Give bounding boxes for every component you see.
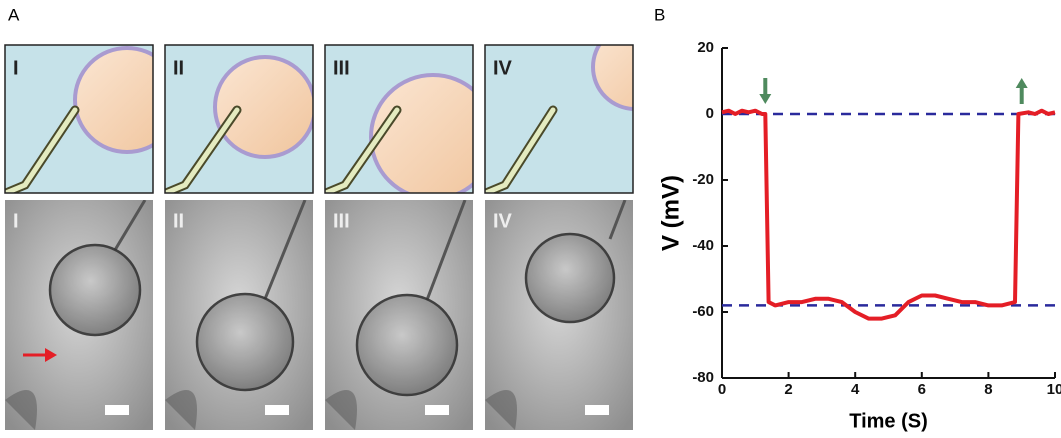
stimulus-arrow — [1016, 78, 1028, 104]
x-tick-label: 0 — [718, 381, 726, 398]
x-tick-label: 10 — [1047, 381, 1061, 398]
micrograph: III — [325, 200, 473, 430]
cell-image — [197, 294, 293, 390]
micrograph-label: I — [13, 210, 19, 232]
panel-label: B — [654, 5, 665, 24]
schematic-label: II — [173, 57, 184, 79]
panel-label: A — [8, 5, 20, 24]
y-tick-label: 0 — [706, 105, 714, 122]
figure: A B IIIIIIIIIIIIIVIV 200-20-40-60-800246… — [0, 0, 1061, 438]
y-tick-label: -40 — [692, 237, 714, 254]
micrograph-label: IV — [493, 210, 513, 232]
micrograph-label: III — [333, 210, 350, 232]
y-tick-label: -80 — [692, 369, 714, 386]
stimulus-arrow — [759, 78, 771, 104]
arrow-head — [1016, 78, 1028, 88]
scale-bar — [425, 405, 449, 415]
cell — [215, 57, 315, 157]
y-tick-label: -20 — [692, 171, 714, 188]
y-tick-label: 20 — [697, 39, 714, 56]
micrograph-label: II — [173, 210, 184, 232]
scale-bar — [105, 405, 129, 415]
micrograph: I — [5, 200, 153, 430]
cell — [371, 75, 495, 199]
arrow-head — [759, 94, 771, 104]
micrograph: IV — [485, 200, 633, 430]
schematic-label: I — [13, 57, 19, 79]
scale-bar — [585, 405, 609, 415]
schematic-label: III — [333, 57, 350, 79]
data-line — [722, 111, 1055, 319]
y-axis-label: V (mV) — [657, 175, 684, 251]
cell-image — [357, 295, 457, 395]
cell-image — [50, 245, 140, 335]
cell-image — [526, 234, 614, 322]
micrograph: II — [165, 200, 313, 430]
x-axis-label: Time (S) — [849, 410, 928, 432]
scale-bar — [265, 405, 289, 415]
cell — [75, 48, 179, 152]
x-tick-label: 2 — [784, 381, 792, 398]
x-tick-label: 6 — [918, 381, 926, 398]
schematic-label: IV — [493, 57, 513, 79]
cell — [593, 25, 677, 109]
schematic — [481, 25, 677, 195]
x-tick-label: 8 — [984, 381, 992, 398]
y-tick-label: -60 — [692, 303, 714, 320]
x-tick-label: 4 — [851, 381, 860, 398]
